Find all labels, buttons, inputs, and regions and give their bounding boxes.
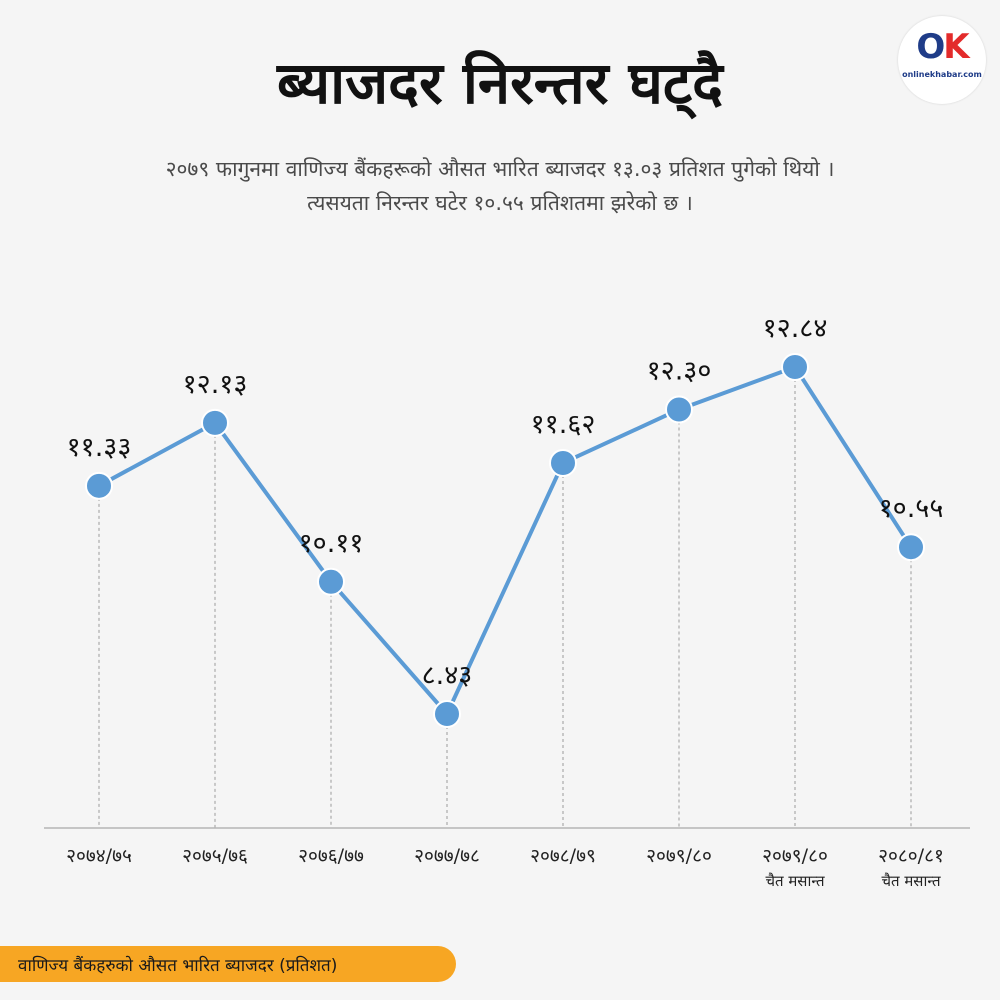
x-tick-label: चैत मसान्त bbox=[881, 872, 940, 890]
x-tick-label: २०७९/८० bbox=[762, 845, 828, 867]
data-point bbox=[317, 567, 345, 596]
chart-title: ब्याजदर निरन्तर घट्दै bbox=[277, 49, 723, 117]
data-label: ११.६२ bbox=[531, 409, 596, 440]
data-label: ११.३३ bbox=[67, 432, 132, 463]
data-label: ८.४३ bbox=[422, 660, 473, 691]
logo-mark: OK bbox=[898, 30, 986, 64]
logo-text: onlinekhabar.com bbox=[902, 70, 982, 79]
x-tick-label: २०७५/७६ bbox=[182, 845, 248, 867]
data-label: १०.५५ bbox=[879, 493, 944, 524]
chart-subtitle: २०७९ फागुनमा वाणिज्य बैंकहरूको औसत भारित… bbox=[0, 152, 1000, 220]
data-label: १२.३० bbox=[647, 355, 712, 386]
onlinekhabar-logo: OK onlinekhabar.com bbox=[898, 16, 986, 104]
data-point bbox=[433, 700, 461, 728]
series-line bbox=[98, 365, 913, 716]
legend-footer: वाणिज्य बैंकहरुको औसत भारित ब्याजदर (प्र… bbox=[0, 946, 456, 982]
x-tick-label: २०७९/८० bbox=[646, 845, 712, 867]
x-tick-label: २०७७/७८ bbox=[414, 845, 480, 867]
x-tick-label: २०७४/७५ bbox=[66, 845, 132, 867]
logo-mark-k: K bbox=[943, 27, 969, 67]
x-tick-label: २०७६/७७ bbox=[298, 845, 364, 867]
x-tick-label: चैत मसान्त bbox=[765, 872, 824, 890]
data-label: १०.११ bbox=[299, 528, 364, 559]
x-tick-label: २०७८/७९ bbox=[530, 845, 596, 867]
data-label: १२.१३ bbox=[183, 369, 248, 400]
x-tick-label: २०८०/८१ bbox=[878, 845, 944, 867]
legend-label: वाणिज्य बैंकहरुको औसत भारित ब्याजदर (प्र… bbox=[18, 956, 338, 976]
data-point bbox=[549, 448, 577, 477]
subtitle-line-2: त्यसयता निरन्तर घटेर १०.५५ प्रतिशतमा झरे… bbox=[307, 191, 693, 215]
data-point bbox=[897, 533, 925, 562]
data-label: १२.८४ bbox=[763, 313, 828, 344]
subtitle-line-1: २०७९ फागुनमा वाणिज्य बैंकहरूको औसत भारित… bbox=[165, 157, 835, 181]
data-point bbox=[781, 353, 809, 381]
data-point bbox=[665, 395, 693, 424]
logo-mark-o: O bbox=[916, 27, 945, 67]
data-point bbox=[201, 408, 229, 437]
data-point bbox=[85, 471, 113, 500]
